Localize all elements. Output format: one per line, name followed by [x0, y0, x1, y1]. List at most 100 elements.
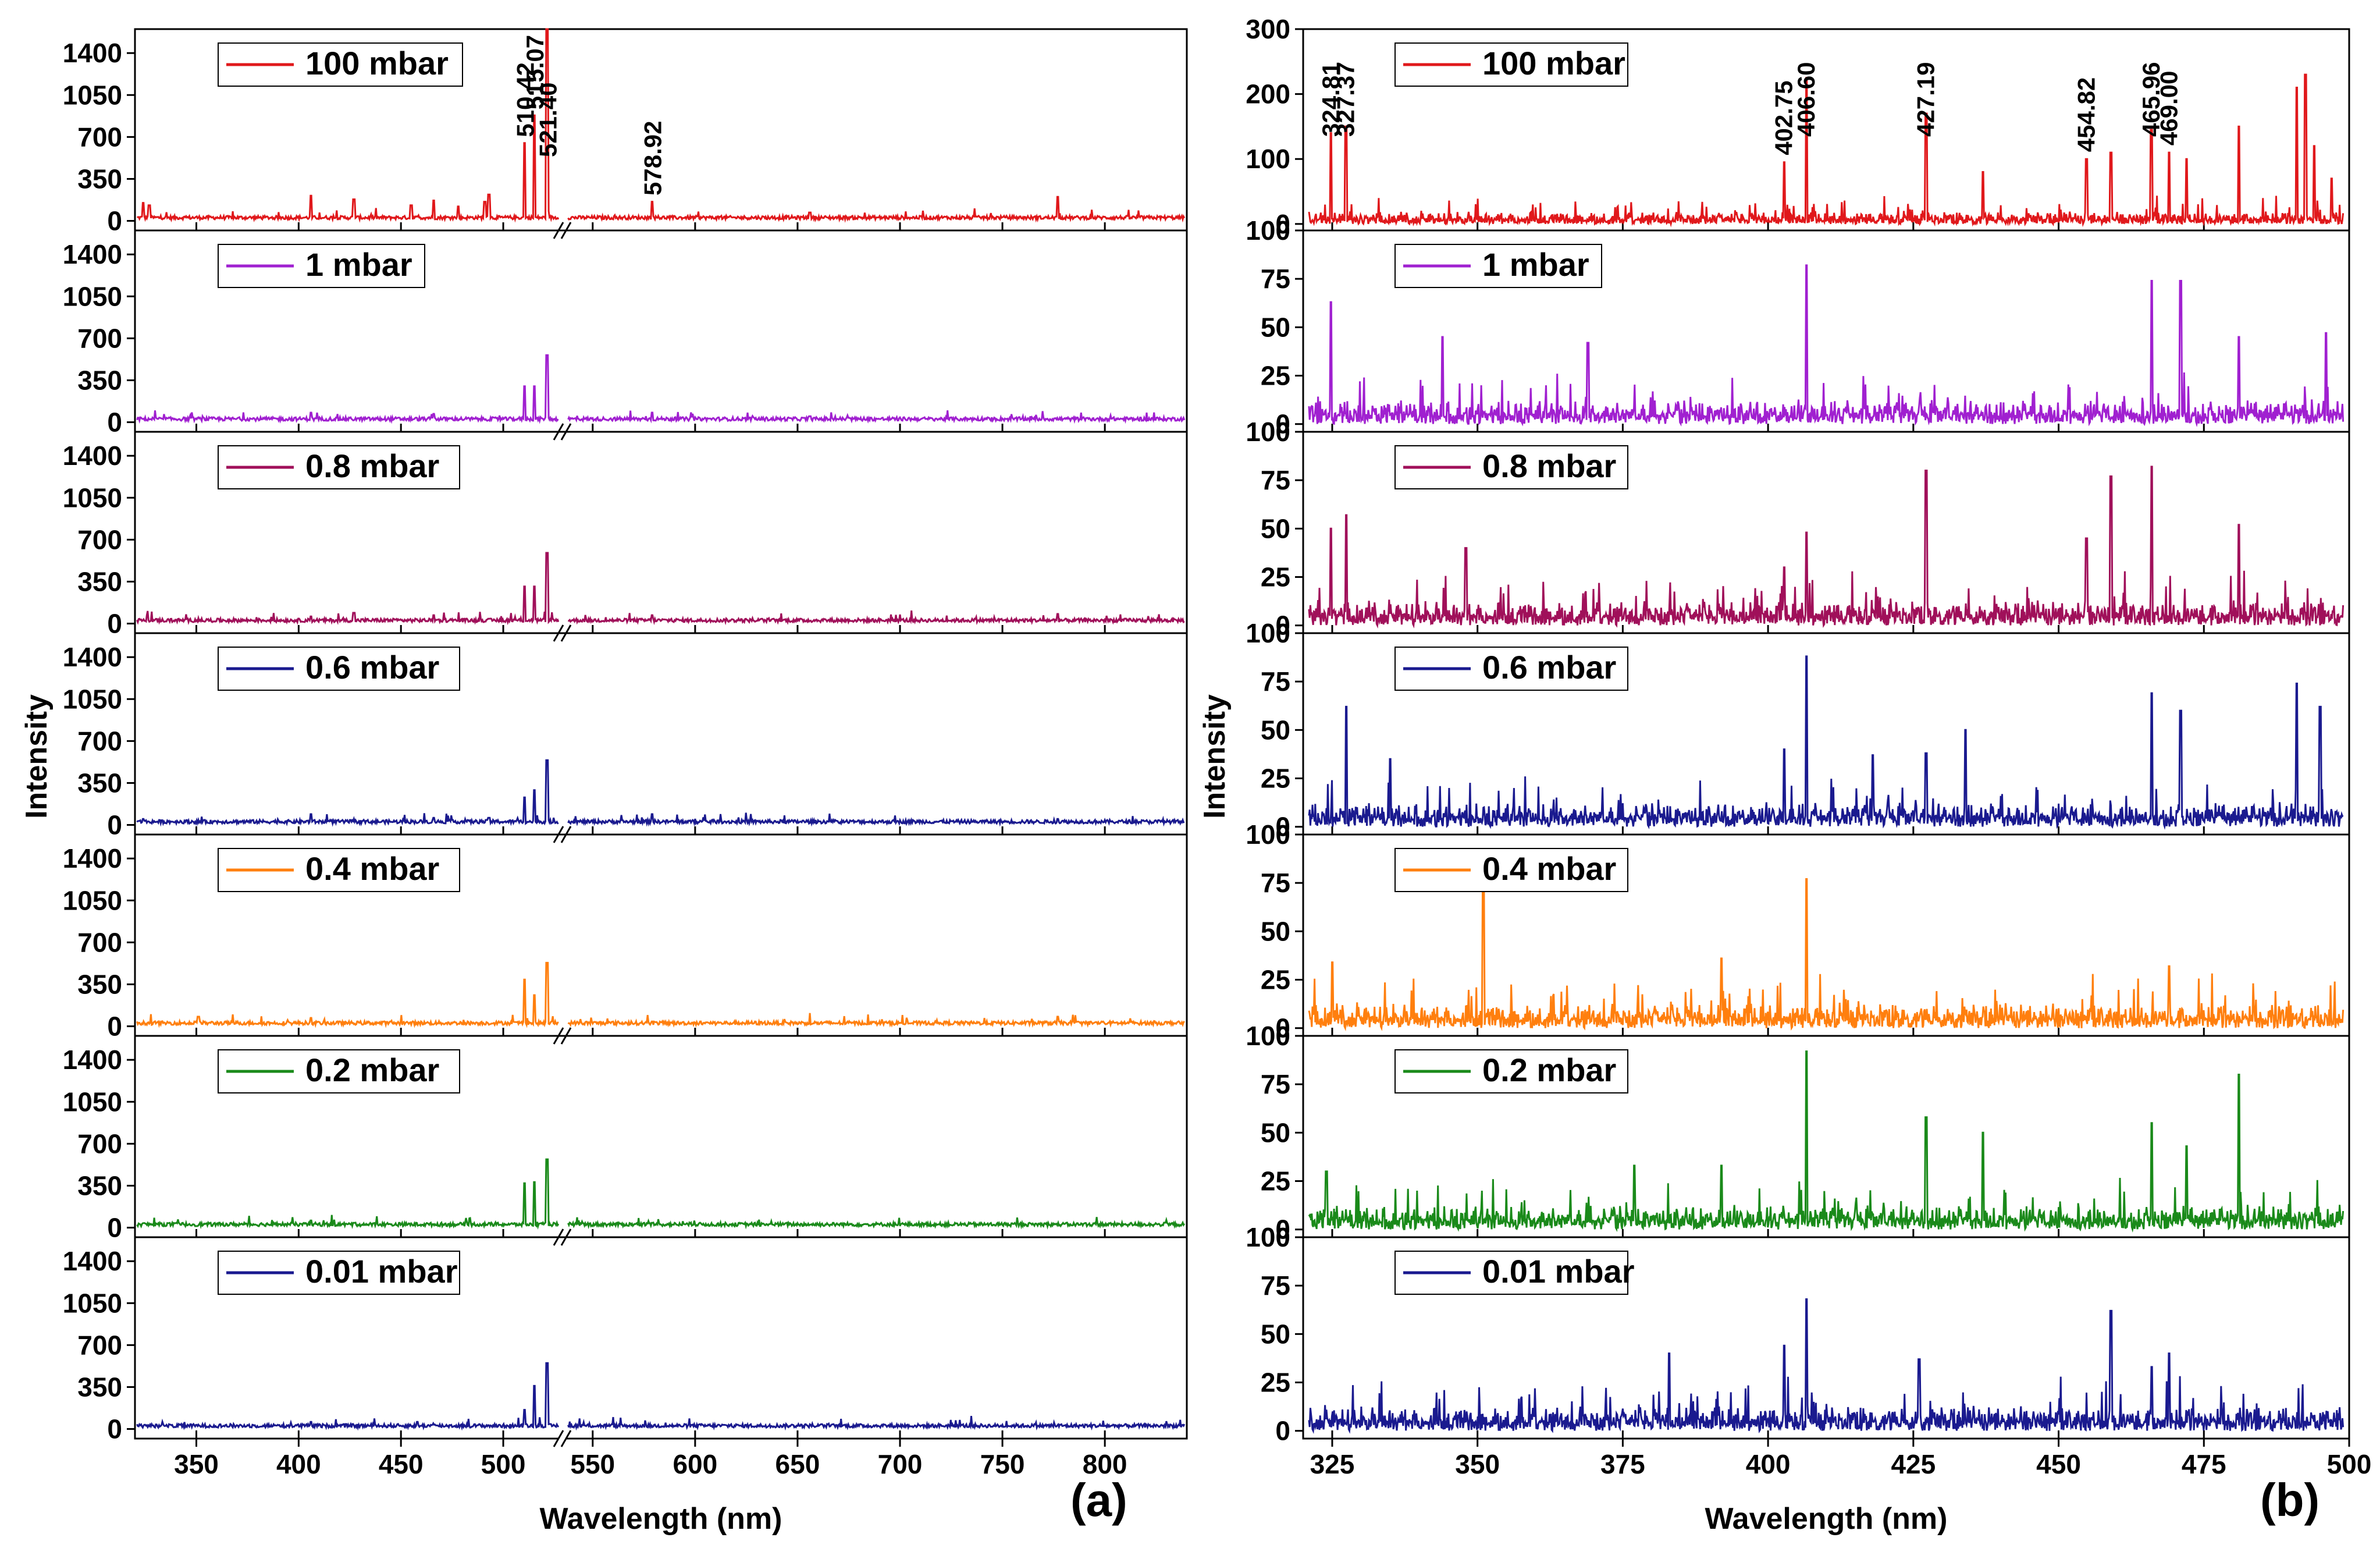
y-tick-label: 25	[1261, 965, 1290, 995]
y-axis-title: Intensity	[1198, 694, 1232, 819]
x-tick-label: 750	[980, 1449, 1025, 1479]
axis-break-mark	[560, 1430, 572, 1447]
y-tick-label: 100	[1246, 417, 1290, 447]
y-tick-label: 1050	[63, 1086, 122, 1117]
panel-a-label: (a)	[1070, 1474, 1127, 1526]
axis-break-gap	[559, 1415, 565, 1462]
x-tick-label: 550	[570, 1449, 615, 1479]
spectrum-line	[1308, 1298, 2345, 1434]
x-tick-label: 600	[673, 1449, 717, 1479]
spectrum-line-left	[136, 1362, 560, 1431]
spectrum-line	[1308, 73, 2345, 228]
y-tick-label: 25	[1261, 562, 1290, 592]
spectrum-line-left	[136, 759, 559, 827]
x-tick-label: 450	[379, 1449, 424, 1479]
peak-annotation: 515.07	[521, 35, 549, 109]
y-tick-label: 1400	[63, 642, 122, 672]
y-tick-label: 0	[1275, 610, 1290, 641]
panel-b-label: (b)	[2260, 1474, 2319, 1526]
legend-label: 0.2 mbar	[1482, 1052, 1616, 1088]
y-tick-label: 1050	[63, 80, 122, 110]
y-tick-label: 1400	[63, 239, 122, 269]
y-tick-label: 700	[77, 1128, 122, 1159]
spectrum-line	[1308, 466, 2345, 629]
spectrum-line-right	[567, 196, 1186, 223]
y-tick-label: 1050	[63, 281, 122, 311]
panel-a-row-6: 0 350 700 1050 1400 0.2 mbar	[63, 1035, 1188, 1261]
panel-b-row-7: 0 25 50 75 100 0.01 mbar	[1246, 1222, 2350, 1446]
legend-label: 0.4 mbar	[305, 850, 439, 887]
y-tick-label: 350	[77, 566, 122, 596]
y-tick-label: 25	[1261, 1166, 1290, 1196]
legend-label: 0.4 mbar	[1482, 850, 1616, 887]
y-tick-label: 700	[77, 927, 122, 957]
y-tick-label: 0	[1275, 209, 1290, 239]
x-tick-label: 350	[174, 1449, 219, 1479]
peak-annotation: 465.96	[2137, 62, 2165, 137]
y-tick-label: 1400	[63, 1045, 122, 1075]
peak-annotation: 406.60	[1792, 62, 1820, 137]
spectrum-line-right	[567, 610, 1185, 626]
peak-annotation: 510.42	[512, 62, 539, 137]
y-tick-label: 1050	[63, 482, 122, 513]
x-tick-label: 400	[1746, 1449, 1791, 1479]
peak-annotation: 521.40	[534, 83, 561, 157]
y-tick-label: 100	[1246, 215, 1290, 246]
y-tick-label: 350	[77, 1372, 122, 1402]
y-tick-label: 100	[1246, 819, 1290, 850]
y-tick-label: 200	[1246, 79, 1290, 109]
y-tick-label: 0	[1275, 1416, 1290, 1446]
x-tick-label: 450	[2036, 1449, 2081, 1479]
peak-annotation: 402.75	[1770, 80, 1798, 155]
y-tick-label: 350	[77, 969, 122, 999]
panel-a-row-3: 0 350 700 1050 1400 0.8 mbar	[63, 431, 1188, 656]
spectrum-line	[1308, 878, 2345, 1031]
legend-label: 1 mbar	[305, 246, 412, 283]
legend-label: 0.01 mbar	[1482, 1253, 1635, 1290]
x-tick-label: 375	[1600, 1449, 1645, 1479]
y-tick-label: 700	[77, 726, 122, 756]
y-tick-label: 50	[1261, 513, 1290, 544]
y-tick-label: 1050	[63, 885, 122, 915]
y-tick-label: 75	[1261, 666, 1290, 697]
legend-label: 0.8 mbar	[305, 448, 439, 484]
legend-box	[1394, 445, 1628, 489]
peak-annotation: 454.82	[2073, 77, 2100, 152]
y-tick-label: 50	[1261, 715, 1290, 745]
y-tick-label: 0	[1275, 1215, 1290, 1245]
y-tick-label: 1400	[63, 1246, 122, 1276]
y-tick-label: 350	[77, 365, 122, 395]
y-tick-label: 350	[77, 164, 122, 194]
y-tick-label: 700	[77, 122, 122, 152]
y-tick-label: 25	[1261, 764, 1290, 794]
y-tick-label: 1050	[63, 684, 122, 714]
panel-a-row-frame	[134, 1236, 1188, 1440]
peak-annotation: 469.00	[2155, 71, 2182, 145]
axis-break-mark	[553, 1430, 564, 1447]
y-tick-label: 700	[77, 323, 122, 353]
x-tick-label: 650	[775, 1449, 820, 1479]
y-tick-label: 75	[1261, 1069, 1290, 1099]
y-tick-label: 0	[107, 1213, 122, 1243]
panel-b-row-5: 0 25 50 75 100 0.4 mbar	[1246, 819, 2350, 1043]
spectrum-line	[1308, 655, 2344, 830]
y-tick-label: 1400	[63, 38, 122, 68]
peak-annotation: 578.92	[639, 121, 667, 196]
y-tick-label: 100	[1246, 144, 1290, 174]
peak-annotation: 427.19	[1912, 62, 1940, 137]
y-tick-label: 300	[1246, 14, 1290, 44]
peak-annotation: 324.81	[1317, 62, 1344, 137]
legend-label: 100 mbar	[1482, 45, 1625, 81]
spectrum-line-left	[136, 552, 560, 626]
legend-label: 0.6 mbar	[305, 649, 439, 686]
panel-a-row-1: 0 350 700 1050 1400 100 mbar 510.42515.07521.4…	[63, 28, 1188, 254]
x-axis-title: Wavelength (nm)	[1705, 1502, 1948, 1536]
y-tick-label: 50	[1261, 916, 1290, 946]
y-tick-label: 700	[77, 1330, 122, 1360]
panel-a-chart: 0 350 700 1050 1400 100 mbar 510.42515.07521.4…	[20, 28, 1188, 1536]
y-tick-label: 0	[1275, 1013, 1290, 1043]
y-tick-label: 350	[77, 1170, 122, 1201]
legend-label: 0.6 mbar	[1482, 649, 1616, 686]
spectrum-line-right	[567, 410, 1186, 424]
